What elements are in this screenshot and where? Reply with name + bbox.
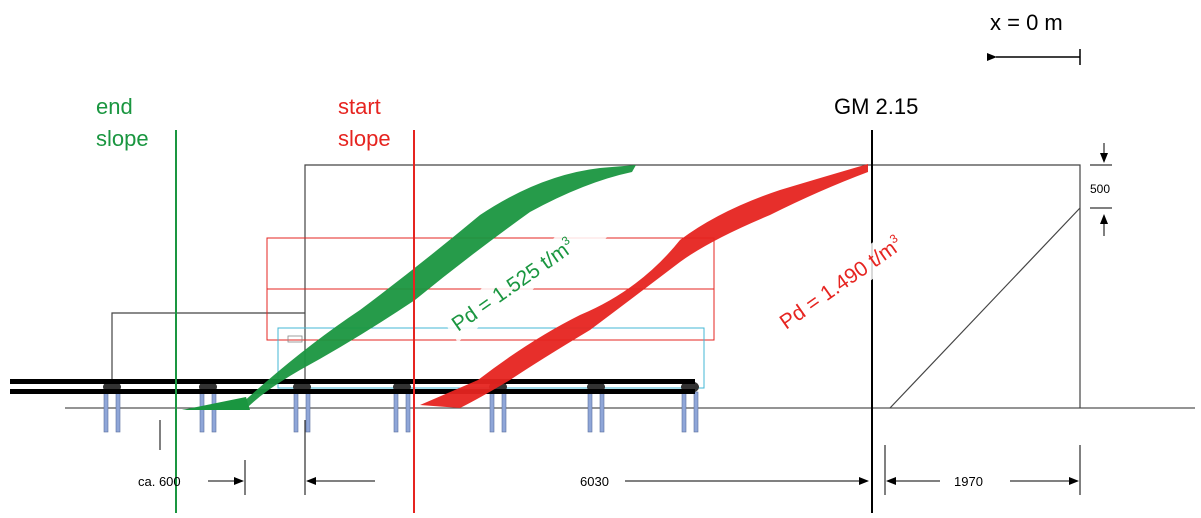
pile: [199, 391, 205, 433]
right-dimension-label: 1970: [954, 474, 983, 489]
pile: [489, 391, 495, 433]
density-label-red: Pd = 1.490 t/m3: [768, 206, 942, 340]
end-slope-toe: [182, 397, 250, 410]
embankment-outline: [111, 164, 1081, 409]
pile-pair: [587, 381, 605, 433]
pile: [693, 391, 699, 433]
x-origin-label: x = 0 m: [990, 10, 1063, 35]
bottom-dimensions: [159, 420, 1081, 495]
pile: [305, 391, 311, 433]
pile: [681, 391, 687, 433]
pile: [501, 391, 507, 433]
pile: [115, 391, 121, 433]
pile: [393, 391, 399, 433]
end-slope-label-2: slope: [96, 126, 149, 151]
height-dimension: [1090, 143, 1112, 236]
pile: [211, 391, 217, 433]
pile: [599, 391, 605, 433]
svg-text:Pd = 1.490 t/m3: Pd = 1.490 t/m3: [775, 231, 907, 334]
start-slope-label-2: slope: [338, 126, 391, 151]
pile: [103, 391, 109, 433]
pile-pair: [103, 381, 121, 433]
end-slope-label-1: end: [96, 94, 133, 119]
start-slope-band: [420, 164, 868, 408]
pile-pair: [393, 381, 411, 433]
small-marker: [287, 335, 303, 343]
height-dimension-label: 500: [1090, 182, 1110, 196]
rails: [10, 379, 695, 394]
start-slope-label-1: start: [338, 94, 381, 119]
density-red-text: Pd = 1.490 t/m: [776, 237, 902, 335]
pile-pair: [681, 381, 699, 433]
pile-pair: [293, 381, 311, 433]
end-slope-band: [182, 165, 636, 410]
left-dimension-label: ca. 600: [138, 474, 181, 489]
pile: [405, 391, 411, 433]
pile: [293, 391, 299, 433]
piles: [103, 381, 699, 433]
gauge-label: GM 2.15: [834, 94, 918, 119]
middle-dimension-label: 6030: [580, 474, 609, 489]
pile: [587, 391, 593, 433]
